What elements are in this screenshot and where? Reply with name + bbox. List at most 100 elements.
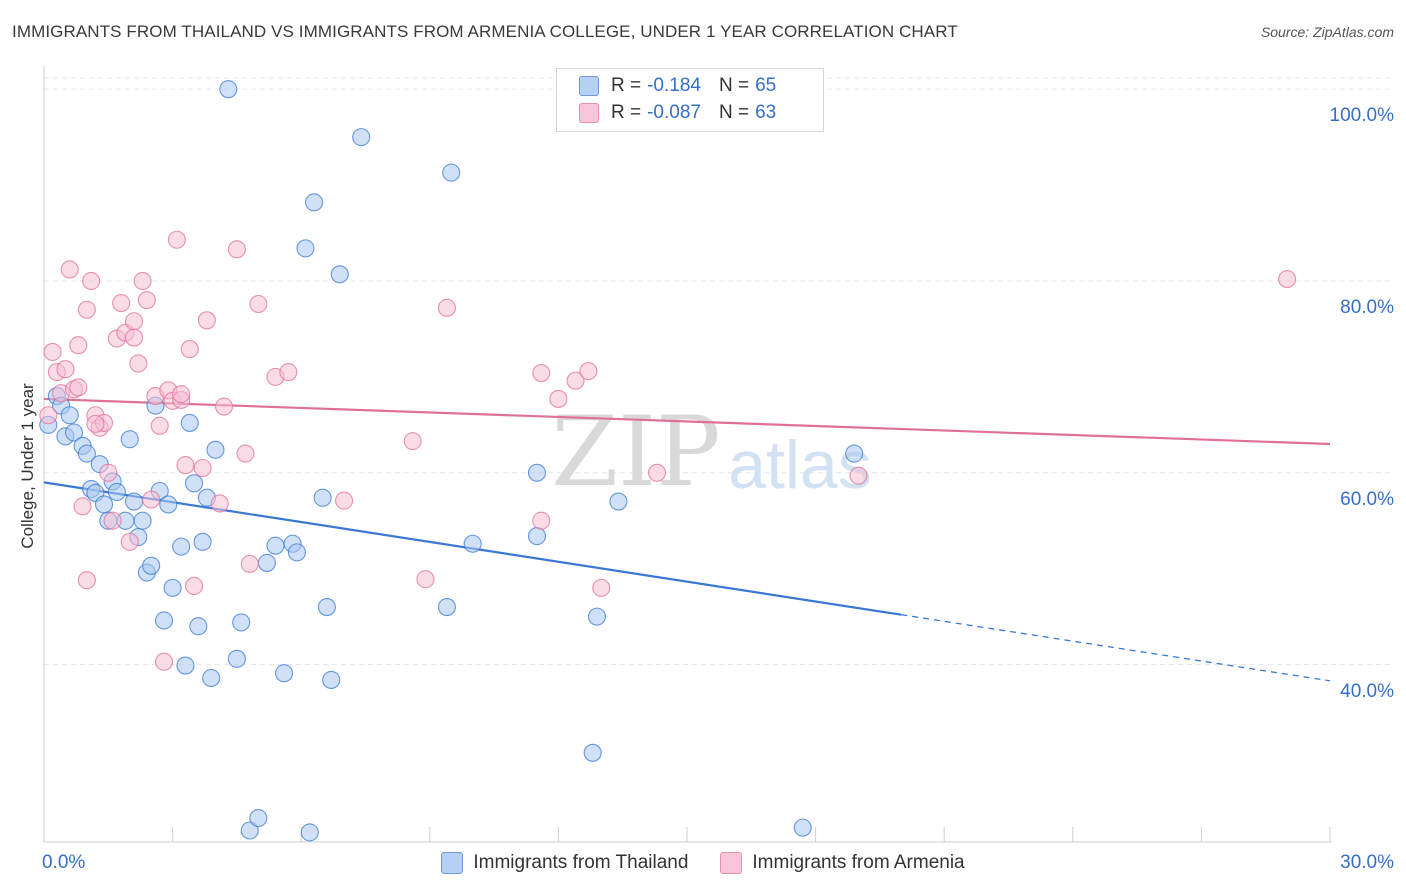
data-points xyxy=(39,80,1297,842)
thailand-point xyxy=(296,239,315,258)
armenia-point xyxy=(167,230,186,249)
y-tick-label: 80.0% xyxy=(1340,296,1394,318)
legend-item-thailand[interactable]: Immigrants from Thailand xyxy=(441,852,688,874)
armenia-point xyxy=(214,397,234,416)
legend-label-armenia: Immigrants from Armenia xyxy=(752,852,965,873)
armenia-point xyxy=(549,389,568,408)
armenia-point xyxy=(197,311,216,330)
thailand-point xyxy=(232,613,251,632)
legend-item-armenia[interactable]: Immigrants from Armenia xyxy=(720,852,965,874)
armenia-point xyxy=(416,570,435,589)
armenia-point xyxy=(579,362,598,381)
armenia-point xyxy=(532,511,551,530)
thailand-point xyxy=(527,463,547,482)
thailand-swatch-icon xyxy=(441,852,464,874)
thailand-point xyxy=(180,413,199,432)
armenia-point xyxy=(249,294,268,314)
thailand-point xyxy=(94,495,114,514)
thailand-point xyxy=(463,534,482,553)
thailand-point xyxy=(527,527,547,546)
thailand-point xyxy=(793,818,812,837)
chart-title: IMMIGRANTS FROM THAILAND VS IMMIGRANTS F… xyxy=(12,22,958,41)
armenia-point xyxy=(60,260,79,279)
y-axis-label: College, Under 1 year xyxy=(18,383,37,549)
armenia-point xyxy=(193,458,212,478)
armenia-point xyxy=(77,571,96,590)
thailand-point xyxy=(124,492,144,511)
armenia-trend-line xyxy=(43,397,1331,446)
thailand-point xyxy=(583,743,602,762)
armenia-point xyxy=(647,463,667,482)
thailand-point xyxy=(313,488,332,507)
thailand-point xyxy=(587,607,607,626)
thailand-point xyxy=(133,511,152,530)
thailand-point xyxy=(322,670,341,689)
x-tick-label-min: 0.0% xyxy=(42,852,86,873)
thailand-point xyxy=(275,664,294,683)
armenia-point xyxy=(82,271,101,291)
legend-n-value: 63 xyxy=(755,102,777,123)
y-tick-label: 100.0% xyxy=(1329,105,1394,127)
thailand-swatch-icon xyxy=(579,76,599,96)
thailand-point xyxy=(142,556,161,575)
thailand-point xyxy=(240,821,259,840)
armenia-point xyxy=(172,385,191,404)
legend-n-label: N = xyxy=(718,102,750,123)
thailand-point xyxy=(64,423,84,442)
armenia-point xyxy=(39,406,58,425)
armenia-point xyxy=(142,490,161,509)
thailand-point xyxy=(189,617,208,636)
armenia-point xyxy=(437,298,456,317)
legend-r-label: R = xyxy=(611,75,642,96)
thailand-point xyxy=(107,482,126,502)
armenia-point xyxy=(154,652,174,671)
armenia-point xyxy=(99,463,118,482)
legend-label-thailand: Immigrants from Thailand xyxy=(473,852,689,873)
legend-n-label: N = xyxy=(718,75,750,96)
thailand-point xyxy=(159,495,178,514)
thailand-point xyxy=(163,578,182,597)
armenia-point xyxy=(73,497,92,516)
thailand-point xyxy=(352,128,371,147)
thailand-trend-extension xyxy=(901,614,1331,682)
x-tick-label-max: 30.0% xyxy=(1340,852,1394,873)
thailand-point xyxy=(257,553,276,572)
armenia-point xyxy=(532,363,551,383)
armenia-point xyxy=(335,491,354,510)
y-tick-label: 40.0% xyxy=(1340,680,1394,702)
thailand-point xyxy=(77,444,96,463)
armenia-point xyxy=(112,293,131,313)
thailand-point xyxy=(330,265,349,284)
armenia-point xyxy=(240,554,259,573)
grid-lines xyxy=(44,77,1392,666)
thailand-point xyxy=(845,444,864,463)
armenia-point xyxy=(592,578,611,597)
armenia-swatch-icon xyxy=(720,852,743,874)
armenia-point xyxy=(86,414,105,433)
armenia-point xyxy=(124,328,144,347)
armenia-point xyxy=(180,340,199,359)
y-tick-label: 60.0% xyxy=(1340,488,1394,510)
legend-r-value: -0.087 xyxy=(647,102,701,123)
thailand-point xyxy=(202,668,221,688)
thailand-point xyxy=(437,597,456,617)
legend-n-value: 65 xyxy=(755,75,777,96)
armenia-point xyxy=(124,312,144,331)
armenia-point xyxy=(279,363,298,382)
armenia-point xyxy=(176,456,195,475)
thailand-point xyxy=(184,474,204,493)
armenia-point xyxy=(236,444,255,463)
thailand-point xyxy=(193,532,212,551)
series-legend: Immigrants from Thailand Immigrants from… xyxy=(0,852,1406,874)
armenia-point xyxy=(129,354,148,373)
thailand-point xyxy=(305,193,324,212)
armenia-point xyxy=(133,271,152,291)
armenia-point xyxy=(403,432,422,451)
armenia-point xyxy=(120,532,139,551)
armenia-swatch-icon xyxy=(579,103,599,123)
armenia-point xyxy=(43,342,62,361)
thailand-point xyxy=(266,536,285,555)
chart-source: Source: ZipAtlas.com xyxy=(1260,24,1394,40)
legend-row-armenia: R = -0.087 N = 63 xyxy=(579,100,776,126)
